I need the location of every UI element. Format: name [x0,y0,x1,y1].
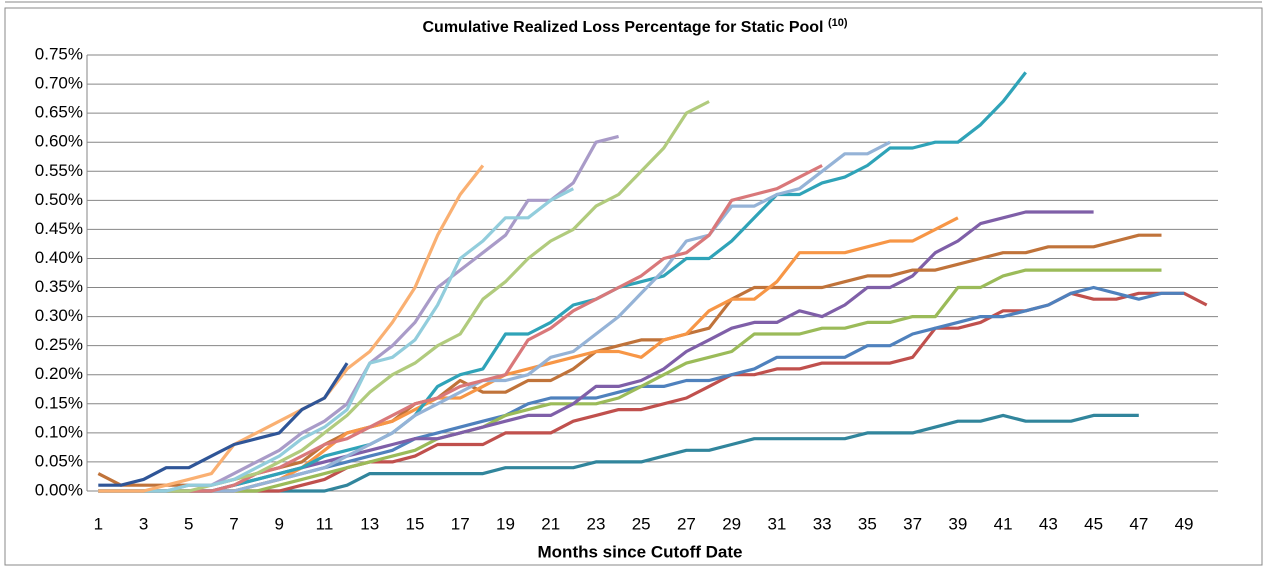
x-tick-label: 31 [767,514,786,533]
x-tick-label: 5 [184,514,193,533]
x-tick-label: 35 [858,514,877,533]
x-tick-label: 33 [813,514,832,533]
x-tick-label: 25 [632,514,651,533]
title-text: Cumulative Realized Loss Percentage for … [422,19,823,36]
y-tick-label: 0.70% [35,74,83,93]
series-line [98,164,485,493]
x-tick-label: 13 [360,514,379,533]
x-tick-label: 43 [1039,514,1058,533]
y-tick-label: 0.45% [35,219,83,238]
series-line [98,268,1162,493]
chart-title: Cumulative Realized Loss Percentage for … [422,17,847,36]
x-tick-label: 23 [586,514,605,533]
y-tick-label: 0.65% [35,103,83,122]
x-tick-label: 49 [1175,514,1194,533]
y-tick-label: 0.10% [35,422,83,441]
x-tick-label: 1 [94,514,103,533]
x-tick-label: 47 [1129,514,1148,533]
y-tick-label: 0.75% [35,44,83,63]
x-tick-label: 15 [406,514,425,533]
y-tick-label: 0.00% [35,480,83,499]
x-tick-label: 27 [677,514,696,533]
series-line [98,164,823,493]
y-tick-label: 0.30% [35,306,83,325]
y-tick-label: 0.60% [35,132,83,151]
x-tick-label: 21 [541,514,560,533]
x-tick-label: 37 [903,514,922,533]
series-line [98,71,1027,493]
chart-frame [4,7,1263,566]
y-tick-label: 0.25% [35,335,83,354]
y-tick-label: 0.50% [35,190,83,209]
title-superscript: (10) [828,17,848,29]
x-tick-label: 19 [496,514,515,533]
x-tick-label: 41 [994,514,1013,533]
x-tick-label: 3 [139,514,148,533]
series-line [98,362,349,487]
series-line [98,140,891,493]
x-axis-label: Months since Cutoff Date [538,542,743,561]
x-tick-label: 29 [722,514,741,533]
y-tick-label: 0.35% [35,277,83,296]
y-tick-label: 0.15% [35,393,83,412]
x-tick-label: 9 [275,514,284,533]
x-tick-label: 45 [1084,514,1103,533]
y-tick-label: 0.55% [35,161,83,180]
y-tick-label: 0.05% [35,451,83,470]
x-tick-label: 7 [229,514,238,533]
y-tick-label: 0.20% [35,364,83,383]
y-tick-label: 0.40% [35,248,83,267]
x-tick-label: 39 [948,514,967,533]
series-line [98,100,710,493]
x-tick-label: 11 [316,514,334,533]
x-tick-label: 17 [451,514,470,533]
series-line [98,187,575,493]
